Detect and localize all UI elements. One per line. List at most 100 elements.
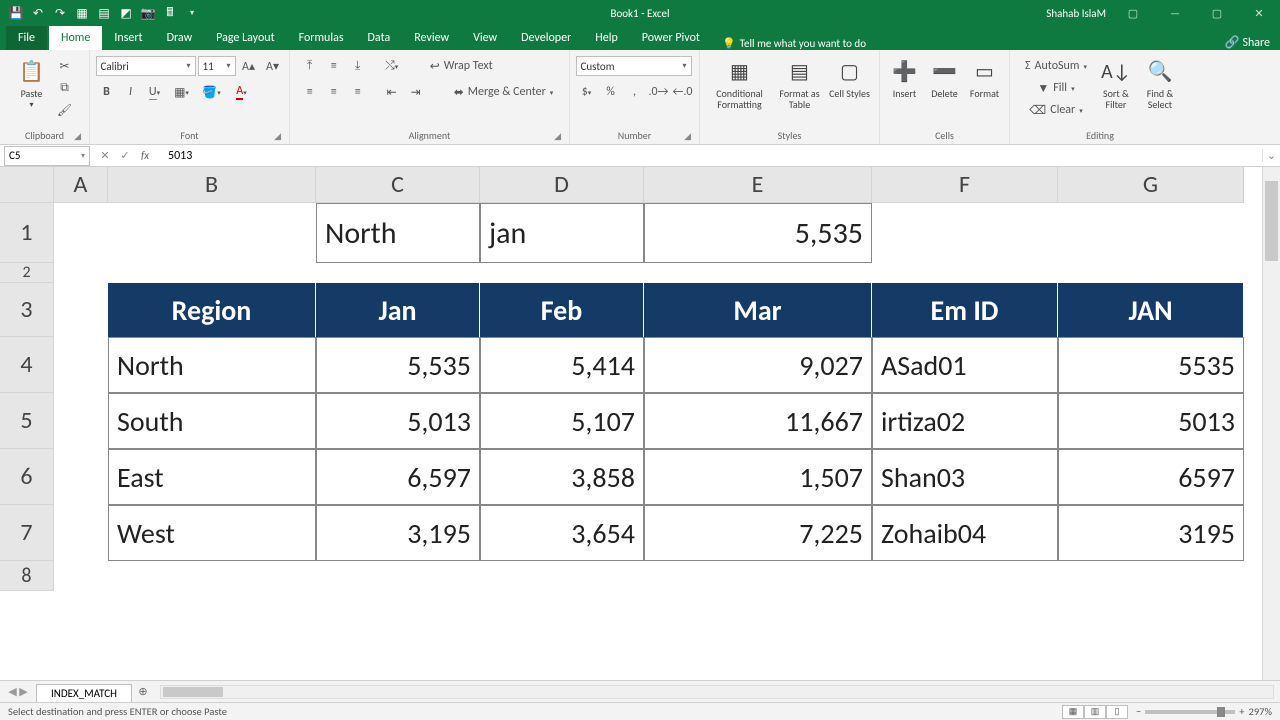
paste-button[interactable]: 📋Paste▾ bbox=[14, 56, 50, 110]
fill-color-button[interactable]: 🪣▾ bbox=[198, 82, 226, 102]
row-header[interactable]: 3 bbox=[0, 283, 54, 337]
cell[interactable]: Jan bbox=[316, 283, 480, 337]
borders-button[interactable]: ▦▾ bbox=[168, 82, 196, 102]
qat-more-icon[interactable]: ▾ bbox=[182, 3, 202, 23]
calculator-icon[interactable]: 🖩 bbox=[160, 3, 180, 23]
minimize-icon[interactable]: — bbox=[1160, 3, 1190, 23]
page-layout-view-icon[interactable]: ▥ bbox=[1084, 705, 1106, 719]
fill-button[interactable]: ▼ Fill ▾ bbox=[1018, 78, 1094, 98]
zoom-out-icon[interactable]: − bbox=[1136, 705, 1141, 718]
cell[interactable]: irtiza02 bbox=[872, 393, 1058, 449]
decrease-indent-icon[interactable]: ⇤ bbox=[381, 82, 403, 102]
save-icon[interactable]: 💾 bbox=[6, 3, 26, 23]
column-header[interactable]: E bbox=[644, 167, 872, 203]
percent-icon[interactable]: % bbox=[600, 82, 622, 102]
formula-input[interactable] bbox=[164, 146, 1262, 166]
qat-icon[interactable]: ◩ bbox=[116, 3, 136, 23]
cell[interactable]: 5,535 bbox=[644, 203, 872, 263]
cell[interactable]: 5,013 bbox=[316, 393, 480, 449]
cell[interactable]: Feb bbox=[480, 283, 644, 337]
orientation-icon[interactable]: ⤭▾ bbox=[381, 56, 403, 76]
conditional-formatting-button[interactable]: ▦Conditional Formatting bbox=[708, 56, 772, 110]
name-box[interactable]: C5▾ bbox=[4, 146, 90, 166]
delete-cells-button[interactable]: ➖Delete bbox=[925, 56, 965, 99]
cell[interactable]: North bbox=[316, 203, 480, 263]
column-header[interactable]: F bbox=[872, 167, 1058, 203]
align-center-icon[interactable]: ≡ bbox=[323, 82, 345, 102]
row-header[interactable]: 8 bbox=[0, 561, 54, 591]
decrease-font-icon[interactable]: A▾ bbox=[262, 56, 284, 76]
cell[interactable]: 9,027 bbox=[644, 337, 872, 393]
ribbon-options-icon[interactable]: ▢ bbox=[1118, 3, 1148, 23]
find-select-button[interactable]: 🔍Find & Select bbox=[1138, 56, 1182, 110]
normal-view-icon[interactable]: ▦ bbox=[1062, 705, 1084, 719]
zoom-slider[interactable]: − + 297% bbox=[1136, 705, 1272, 718]
cell[interactable]: Shan03 bbox=[872, 449, 1058, 505]
row-header[interactable]: 2 bbox=[0, 263, 54, 283]
tab-review[interactable]: Review bbox=[402, 26, 461, 50]
increase-decimal-icon[interactable]: .0→ bbox=[648, 82, 670, 102]
sheet-tab[interactable]: INDEX_MATCH bbox=[36, 684, 132, 702]
cancel-formula-icon[interactable]: ✕ bbox=[96, 149, 114, 162]
horizontal-scrollbar[interactable] bbox=[160, 685, 1274, 699]
increase-indent-icon[interactable]: ⇥ bbox=[405, 82, 427, 102]
cut-icon[interactable]: ✂ bbox=[54, 56, 76, 76]
wrap-text-button[interactable]: ↩ Wrap Text bbox=[423, 56, 500, 76]
add-sheet-button[interactable]: ⊕ bbox=[132, 685, 154, 698]
cell[interactable]: 5535 bbox=[1058, 337, 1244, 393]
decrease-decimal-icon[interactable]: ←.0 bbox=[672, 82, 694, 102]
row-header[interactable]: 1 bbox=[0, 203, 54, 263]
cell[interactable]: 3195 bbox=[1058, 505, 1244, 561]
row-header[interactable]: 4 bbox=[0, 337, 54, 393]
undo-icon[interactable]: ↶ bbox=[28, 3, 48, 23]
row-header[interactable]: 5 bbox=[0, 393, 54, 449]
cell[interactable]: Zohaib04 bbox=[872, 505, 1058, 561]
cell[interactable]: 1,507 bbox=[644, 449, 872, 505]
align-right-icon[interactable]: ≡ bbox=[347, 82, 369, 102]
cell-styles-button[interactable]: ▢Cell Styles bbox=[828, 56, 872, 99]
font-size-combo[interactable]: 11▾ bbox=[198, 56, 236, 76]
sort-filter-button[interactable]: A↓Sort & Filter bbox=[1094, 56, 1138, 110]
row-header[interactable]: 7 bbox=[0, 505, 54, 561]
copy-icon[interactable]: ⧉ bbox=[54, 78, 76, 98]
currency-icon[interactable]: $▾ bbox=[576, 82, 598, 102]
close-icon[interactable]: ✕ bbox=[1244, 3, 1274, 23]
format-as-table-button[interactable]: ▤Format as Table bbox=[772, 56, 828, 110]
cell[interactable]: 3,858 bbox=[480, 449, 644, 505]
dialog-launcher-icon[interactable]: ◢ bbox=[684, 131, 691, 142]
fx-icon[interactable]: fx bbox=[136, 149, 154, 162]
cell[interactable]: Region bbox=[108, 283, 316, 337]
dialog-launcher-icon[interactable]: ◢ bbox=[74, 131, 81, 142]
qat-icon[interactable]: ▤ bbox=[94, 3, 114, 23]
cell[interactable]: Em ID bbox=[872, 283, 1058, 337]
page-break-view-icon[interactable]: ▯ bbox=[1106, 705, 1128, 719]
tell-me-search[interactable]: 💡Tell me what you want to do bbox=[722, 37, 866, 50]
autosum-button[interactable]: Σ AutoSum ▾ bbox=[1018, 56, 1094, 76]
tab-page-layout[interactable]: Page Layout bbox=[204, 26, 286, 50]
cell[interactable]: 5,414 bbox=[480, 337, 644, 393]
column-header[interactable]: B bbox=[108, 167, 316, 203]
row-header[interactable]: 6 bbox=[0, 449, 54, 505]
column-header[interactable]: C bbox=[316, 167, 480, 203]
format-painter-icon[interactable]: 🖌 bbox=[54, 100, 76, 120]
cell[interactable]: 3,195 bbox=[316, 505, 480, 561]
underline-button[interactable]: U▾ bbox=[144, 82, 166, 102]
format-cells-button[interactable]: ▭Format bbox=[965, 56, 1005, 99]
vertical-scrollbar[interactable] bbox=[1262, 167, 1280, 680]
cell[interactable]: jan bbox=[480, 203, 644, 263]
tab-draw[interactable]: Draw bbox=[155, 26, 205, 50]
align-top-icon[interactable]: ⤒ bbox=[299, 56, 321, 76]
qat-icon[interactable]: ▦ bbox=[72, 3, 92, 23]
number-format-combo[interactable]: Custom▾ bbox=[576, 56, 692, 76]
column-header[interactable]: D bbox=[480, 167, 644, 203]
cell[interactable]: 7,225 bbox=[644, 505, 872, 561]
cell[interactable]: West bbox=[108, 505, 316, 561]
expand-formula-bar-icon[interactable]: ⌄ bbox=[1262, 149, 1280, 162]
align-left-icon[interactable]: ≡ bbox=[299, 82, 321, 102]
column-header[interactable]: G bbox=[1058, 167, 1244, 203]
camera-icon[interactable]: 📷 bbox=[138, 3, 158, 23]
tab-help[interactable]: Help bbox=[583, 26, 630, 50]
cell[interactable]: 11,667 bbox=[644, 393, 872, 449]
select-all-corner[interactable] bbox=[0, 167, 54, 203]
tab-view[interactable]: View bbox=[461, 26, 509, 50]
